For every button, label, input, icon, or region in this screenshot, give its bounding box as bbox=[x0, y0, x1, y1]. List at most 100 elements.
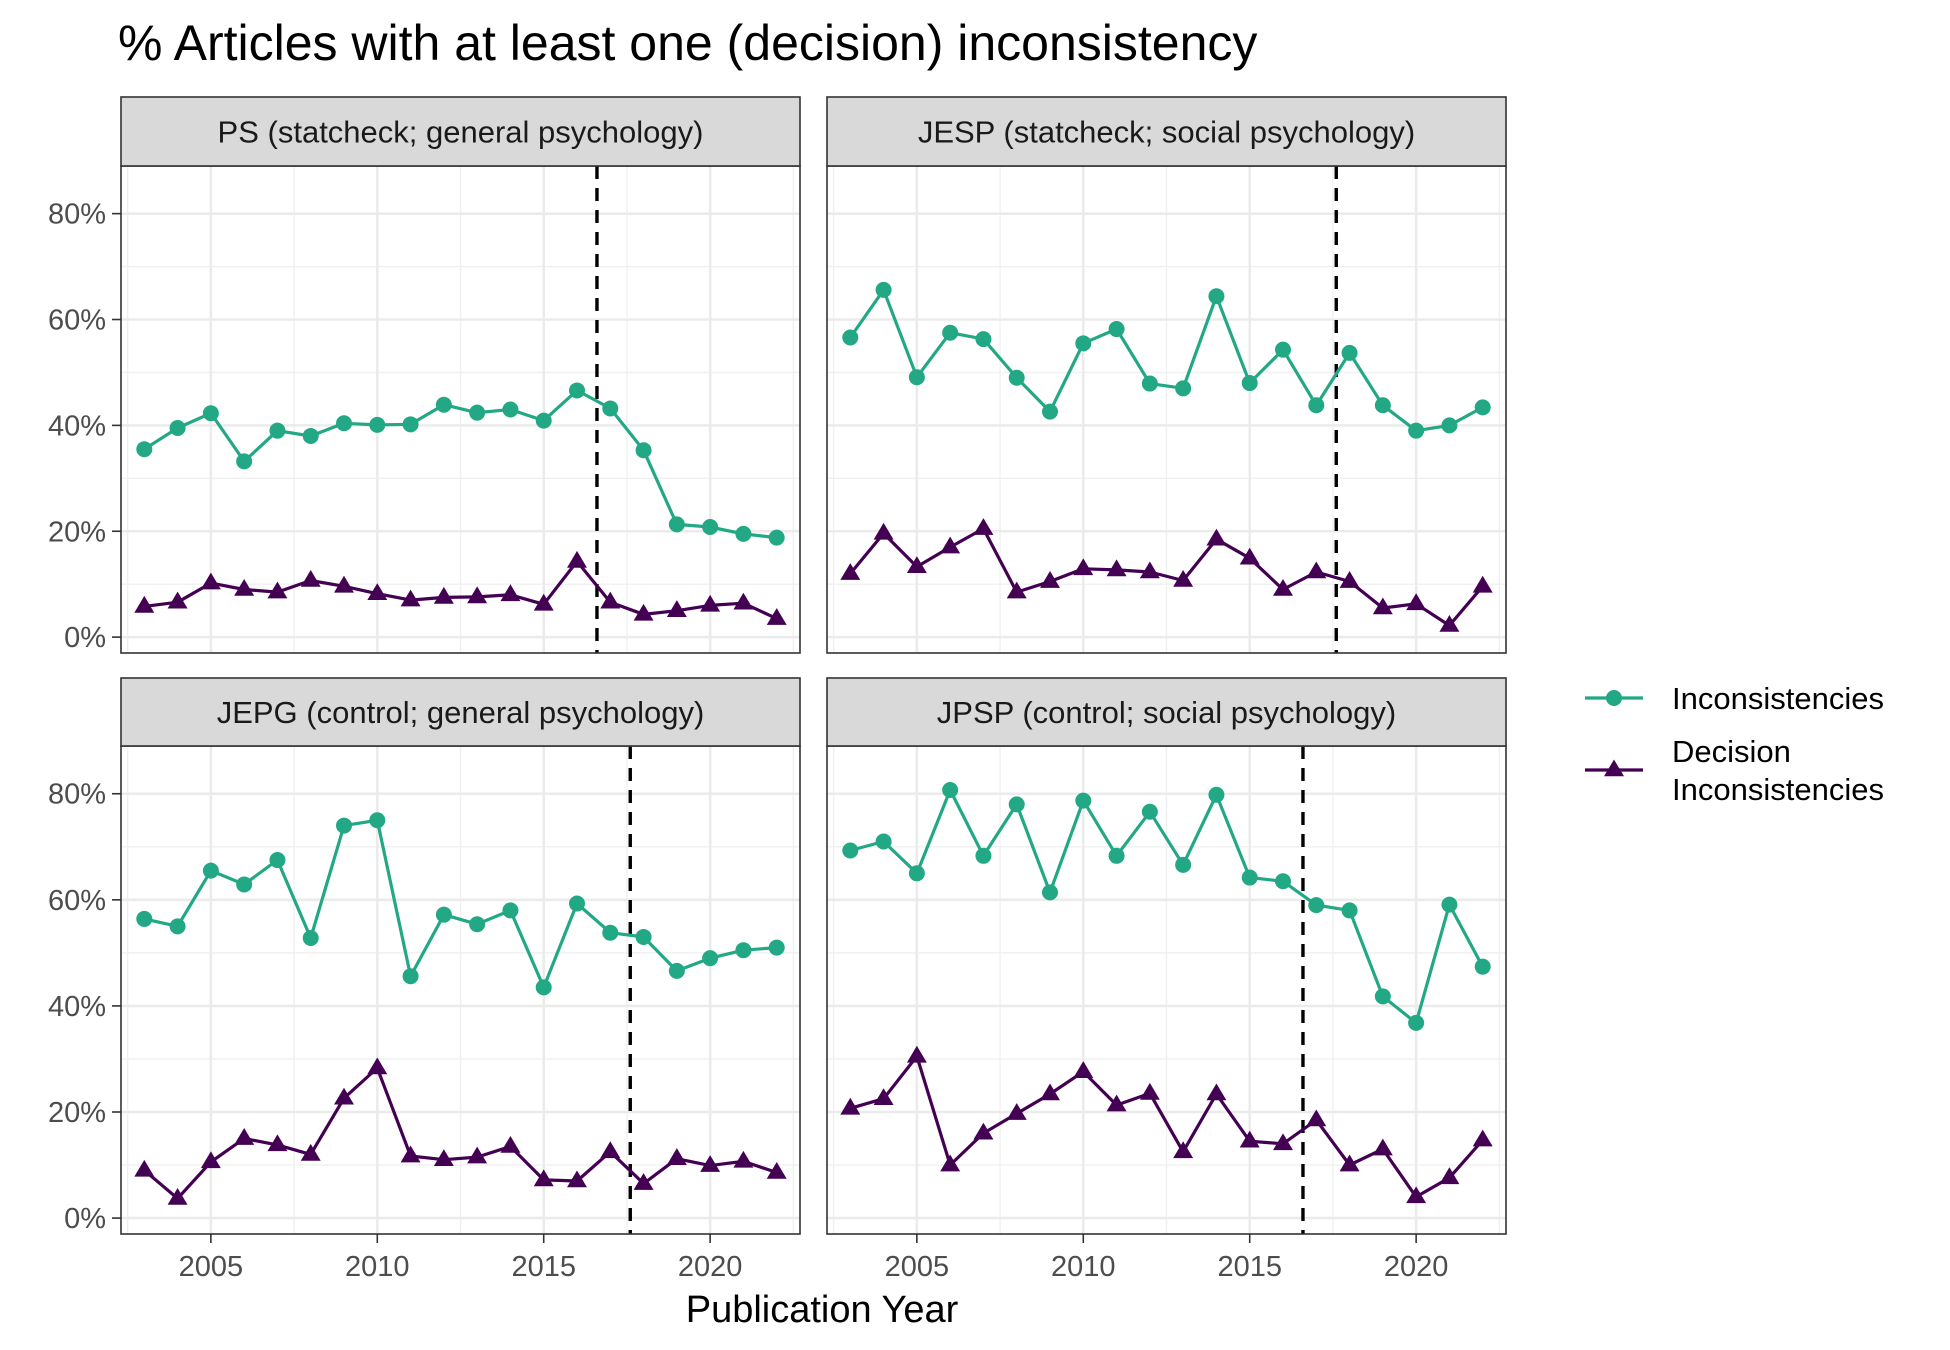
decision-inconsistencies-point bbox=[1173, 569, 1194, 587]
decision-inconsistencies-point bbox=[1339, 1154, 1360, 1172]
decision-inconsistencies-point bbox=[1239, 547, 1260, 565]
inconsistencies-point bbox=[1042, 403, 1059, 420]
decision-inconsistencies-point bbox=[700, 1155, 721, 1172]
inconsistencies-point bbox=[236, 876, 253, 893]
inconsistencies-point bbox=[1075, 792, 1092, 809]
decision-inconsistencies-point bbox=[1306, 561, 1327, 579]
legend-triangle-icon bbox=[1604, 759, 1624, 777]
strip-background bbox=[826, 96, 1507, 167]
inconsistencies-point bbox=[602, 400, 619, 417]
decision-inconsistencies-point bbox=[533, 1169, 554, 1187]
inconsistencies-point bbox=[336, 817, 353, 834]
decision-inconsistencies-point bbox=[200, 572, 221, 590]
decision-inconsistencies-point bbox=[367, 583, 388, 601]
y-tick-label: 20% bbox=[48, 516, 106, 548]
decision-inconsistencies-point bbox=[400, 589, 421, 607]
decision-inconsistencies-point bbox=[134, 595, 155, 613]
decision-inconsistencies-point bbox=[234, 578, 255, 596]
decision-inconsistencies-point bbox=[973, 1122, 994, 1140]
decision-inconsistencies-point bbox=[1006, 1103, 1027, 1120]
inconsistencies-point bbox=[768, 529, 785, 546]
inconsistencies-point bbox=[875, 833, 892, 850]
decision-inconsistencies-point bbox=[300, 1143, 321, 1161]
panel-4: JPSP (control; social psychology) 2005 201… bbox=[826, 677, 1507, 1283]
decision-inconsistencies-point bbox=[940, 536, 961, 554]
decision-inconsistencies-point bbox=[840, 563, 861, 580]
inconsistencies-point bbox=[469, 404, 486, 421]
decision-inconsistencies-point bbox=[600, 591, 621, 609]
inconsistencies-point bbox=[1241, 869, 1258, 886]
decision-inconsistencies-point bbox=[873, 522, 894, 540]
inconsistencies-point bbox=[942, 782, 959, 799]
inconsistencies-point bbox=[302, 427, 319, 444]
inconsistencies-point bbox=[1175, 380, 1192, 397]
inconsistencies-point bbox=[1208, 786, 1225, 803]
decision-inconsistencies-point bbox=[633, 1173, 654, 1190]
inconsistencies-point bbox=[169, 420, 186, 437]
decision-inconsistencies-point bbox=[1106, 559, 1127, 577]
strip-background bbox=[120, 677, 801, 747]
inconsistencies-point bbox=[336, 415, 353, 432]
inconsistencies-point bbox=[1008, 369, 1025, 386]
decision-inconsistencies-point bbox=[1339, 571, 1360, 588]
x-tick-label: 2020 bbox=[1384, 1251, 1449, 1283]
decision-inconsistencies-point bbox=[1472, 575, 1493, 593]
decision-inconsistencies-point bbox=[1006, 581, 1027, 599]
decision-inconsistencies-point bbox=[1040, 1083, 1060, 1101]
inconsistencies-point bbox=[202, 405, 219, 422]
decision-inconsistencies-point bbox=[766, 1161, 787, 1179]
inconsistencies-point bbox=[908, 369, 925, 386]
inconsistencies-point bbox=[1042, 884, 1059, 901]
inconsistencies-point bbox=[535, 412, 552, 429]
decision-inconsistencies-point bbox=[567, 550, 587, 568]
decision-inconsistencies-point bbox=[1040, 571, 1060, 588]
decision-inconsistencies-point bbox=[433, 1149, 454, 1167]
decision-inconsistencies-point bbox=[1239, 1130, 1260, 1148]
inconsistencies-point bbox=[702, 950, 719, 967]
decision-inconsistencies-point bbox=[567, 1170, 587, 1188]
decision-inconsistencies-point bbox=[1372, 597, 1393, 615]
inconsistencies-point bbox=[1374, 397, 1391, 414]
x-tick-label: 2010 bbox=[345, 1251, 410, 1283]
inconsistencies-point bbox=[1141, 375, 1158, 392]
inconsistencies-point bbox=[668, 516, 685, 533]
decision-inconsistencies-point bbox=[533, 593, 554, 611]
decision-inconsistencies-point bbox=[733, 1150, 754, 1168]
decision-inconsistencies-point bbox=[400, 1145, 421, 1163]
inconsistencies-point bbox=[269, 422, 286, 439]
inconsistencies-point bbox=[1341, 344, 1358, 361]
inconsistencies-point bbox=[1408, 1014, 1425, 1031]
strip-label: JPSP (control; social psychology) bbox=[937, 695, 1396, 730]
y-tick-label: 80% bbox=[48, 199, 106, 231]
inconsistencies-point bbox=[469, 916, 486, 933]
inconsistencies-point bbox=[202, 862, 219, 879]
decision-inconsistencies-point bbox=[766, 608, 787, 625]
decision-inconsistencies-point bbox=[167, 1187, 188, 1205]
facet-panels: PS (statcheck; general psychology) 0% 20% 4… bbox=[48, 96, 1507, 1283]
y-tick-label: 40% bbox=[48, 991, 106, 1023]
x-tick-label: 2010 bbox=[1051, 1251, 1116, 1283]
x-tick-label: 2015 bbox=[1217, 1251, 1282, 1283]
inconsistencies-point bbox=[136, 910, 153, 927]
inconsistencies-point bbox=[735, 525, 752, 542]
inconsistencies-point bbox=[1274, 341, 1291, 358]
decision-inconsistencies-point bbox=[267, 581, 288, 599]
inconsistencies-point bbox=[635, 928, 652, 945]
series-line-decision-inconsistencies bbox=[849, 526, 1484, 628]
decision-inconsistencies-point bbox=[1306, 1109, 1327, 1127]
inconsistencies-point bbox=[942, 324, 959, 341]
inconsistencies-point bbox=[1141, 803, 1158, 820]
strip-label: JEPG (control; general psychology) bbox=[217, 695, 705, 730]
decision-inconsistencies-point bbox=[433, 586, 454, 604]
decision-inconsistencies-point bbox=[1173, 1141, 1194, 1159]
decision-inconsistencies-point bbox=[334, 575, 354, 593]
decision-inconsistencies-point bbox=[940, 1154, 961, 1172]
decision-inconsistencies-point bbox=[1139, 561, 1160, 579]
decision-inconsistencies-point bbox=[134, 1159, 155, 1177]
inconsistencies-point bbox=[875, 281, 892, 298]
x-axis-title: Publication Year bbox=[686, 1289, 959, 1331]
decision-inconsistencies-point bbox=[1372, 1138, 1393, 1156]
inconsistencies-point bbox=[1341, 902, 1358, 919]
decision-inconsistencies-point bbox=[234, 1128, 255, 1145]
